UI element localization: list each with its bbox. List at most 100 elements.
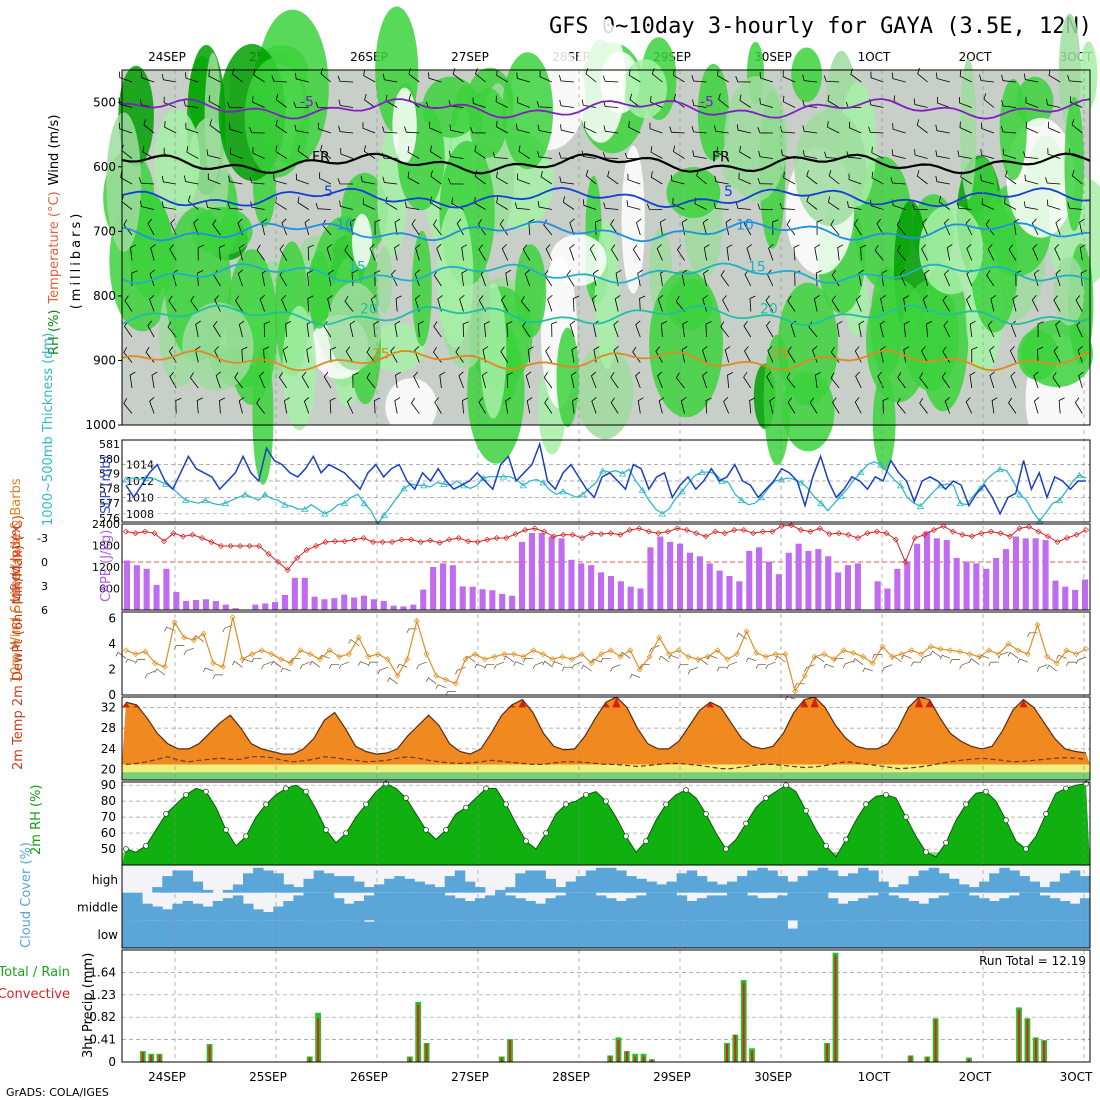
rh-region: [550, 234, 607, 286]
wind-speed-marker: [685, 653, 692, 660]
li-marker: [199, 535, 205, 541]
thickness-tick-label: 578: [99, 482, 120, 495]
cape-bar: [844, 565, 851, 610]
wind-barb: [639, 295, 646, 312]
cloud-bar: [676, 895, 688, 921]
wind-barb: [956, 202, 972, 210]
cloud-bar: [938, 920, 950, 948]
wind-speed-marker: [792, 688, 799, 695]
wind-barb: [293, 101, 309, 108]
wind-barb: [581, 99, 597, 108]
wind-barb: [926, 321, 933, 338]
wind-barb: [124, 295, 133, 312]
cloud-bar: [162, 920, 173, 948]
thickness-marker: [301, 505, 309, 512]
surface-wind-barb: [1075, 656, 1087, 665]
precip-convective-bar: [425, 1044, 428, 1062]
precip-convective-bar: [150, 1054, 153, 1062]
cloud-bar: [313, 892, 325, 921]
wind-barb: [681, 346, 688, 363]
top-date-label: 30SEP: [754, 50, 792, 64]
precip-tick-label: 0: [108, 1055, 116, 1069]
cloud-bar: [142, 920, 153, 948]
wind-barb: [161, 175, 177, 185]
cape-bar: [765, 561, 772, 610]
wind-barb: [517, 173, 530, 185]
cape-bar: [558, 538, 565, 610]
cloud-bar: [202, 906, 214, 921]
wind-barb: [505, 397, 512, 414]
wind-barb: [459, 294, 465, 312]
cloud-bar: [979, 898, 990, 921]
cape-axis-label: CAPE (J/kg): [99, 530, 114, 602]
li-marker: [265, 551, 272, 557]
surface-wind-barb: [251, 657, 262, 663]
surface-wind-barb: [842, 660, 854, 669]
rh-region: [866, 279, 930, 403]
thickness-marker: [559, 488, 567, 495]
cloud-bar: [1009, 870, 1020, 893]
rh-marker: [543, 830, 549, 836]
wind-barb: [297, 145, 310, 159]
cloud-bar: [1069, 903, 1081, 921]
surface-wind-barb: [144, 670, 156, 679]
li-marker: [759, 528, 766, 535]
temperature-area: [122, 697, 1090, 765]
precip-convective-bar: [158, 1054, 161, 1062]
cloud-bar: [1039, 895, 1051, 921]
panel-frame: [121, 439, 1091, 523]
cloud-bar: [585, 892, 597, 921]
surface-wind-barb: [930, 650, 941, 658]
wind-barb: [935, 124, 950, 134]
cloud-bar: [898, 920, 909, 948]
wind-barb: [537, 150, 552, 159]
cape-bar: [440, 563, 447, 610]
cape-bar: [973, 563, 980, 610]
cape-bar: [449, 565, 456, 610]
wind-barb: [433, 270, 442, 287]
wind-barb: [329, 397, 336, 414]
wind-barb: [880, 346, 886, 363]
panel-frame: [121, 69, 1091, 426]
wind-speed-marker: [452, 680, 459, 687]
cloud-bar: [374, 920, 385, 948]
cloud-bar: [525, 901, 536, 921]
wind-speed-marker: [520, 653, 527, 660]
wind-barb: [147, 320, 155, 338]
wind-barb: [675, 372, 685, 389]
wind-barb: [1078, 371, 1084, 389]
wind-barb: [522, 320, 531, 338]
wind-barb: [212, 219, 221, 236]
wind-barb: [814, 371, 821, 389]
cloud-bar: [1079, 898, 1091, 921]
wind-speed-marker: [850, 649, 857, 656]
precip-convective-bar: [141, 1052, 144, 1062]
wind-barb: [965, 218, 973, 236]
wind-speed-marker: [559, 653, 566, 660]
wind-barb: [959, 121, 972, 134]
cloud-bar: [122, 920, 133, 948]
cloud-bar: [898, 884, 909, 893]
wind-barb: [703, 269, 709, 287]
wind-tick-label: 4: [108, 637, 116, 651]
bottom-date-label: 1OCT: [858, 1070, 891, 1084]
rh-region: [666, 167, 721, 218]
wind-barb: [1031, 295, 1039, 312]
cape-bar: [884, 588, 891, 610]
rh-marker: [323, 827, 329, 833]
wind-barb: [919, 397, 928, 414]
li-marker: [465, 538, 472, 545]
li-marker: [360, 535, 367, 541]
wind-barb: [987, 244, 995, 261]
cloud-bar: [232, 884, 244, 893]
rh-marker: [203, 788, 209, 795]
cloud-bar: [727, 881, 738, 893]
cape-bar: [874, 581, 881, 610]
wind-speed-marker: [123, 647, 129, 654]
cloud-bar: [817, 892, 829, 921]
wind-barb: [848, 173, 862, 185]
wind-barb: [726, 244, 733, 261]
li-marker: [151, 530, 158, 537]
wind-barb: [871, 171, 884, 185]
wind-barb: [757, 177, 773, 185]
